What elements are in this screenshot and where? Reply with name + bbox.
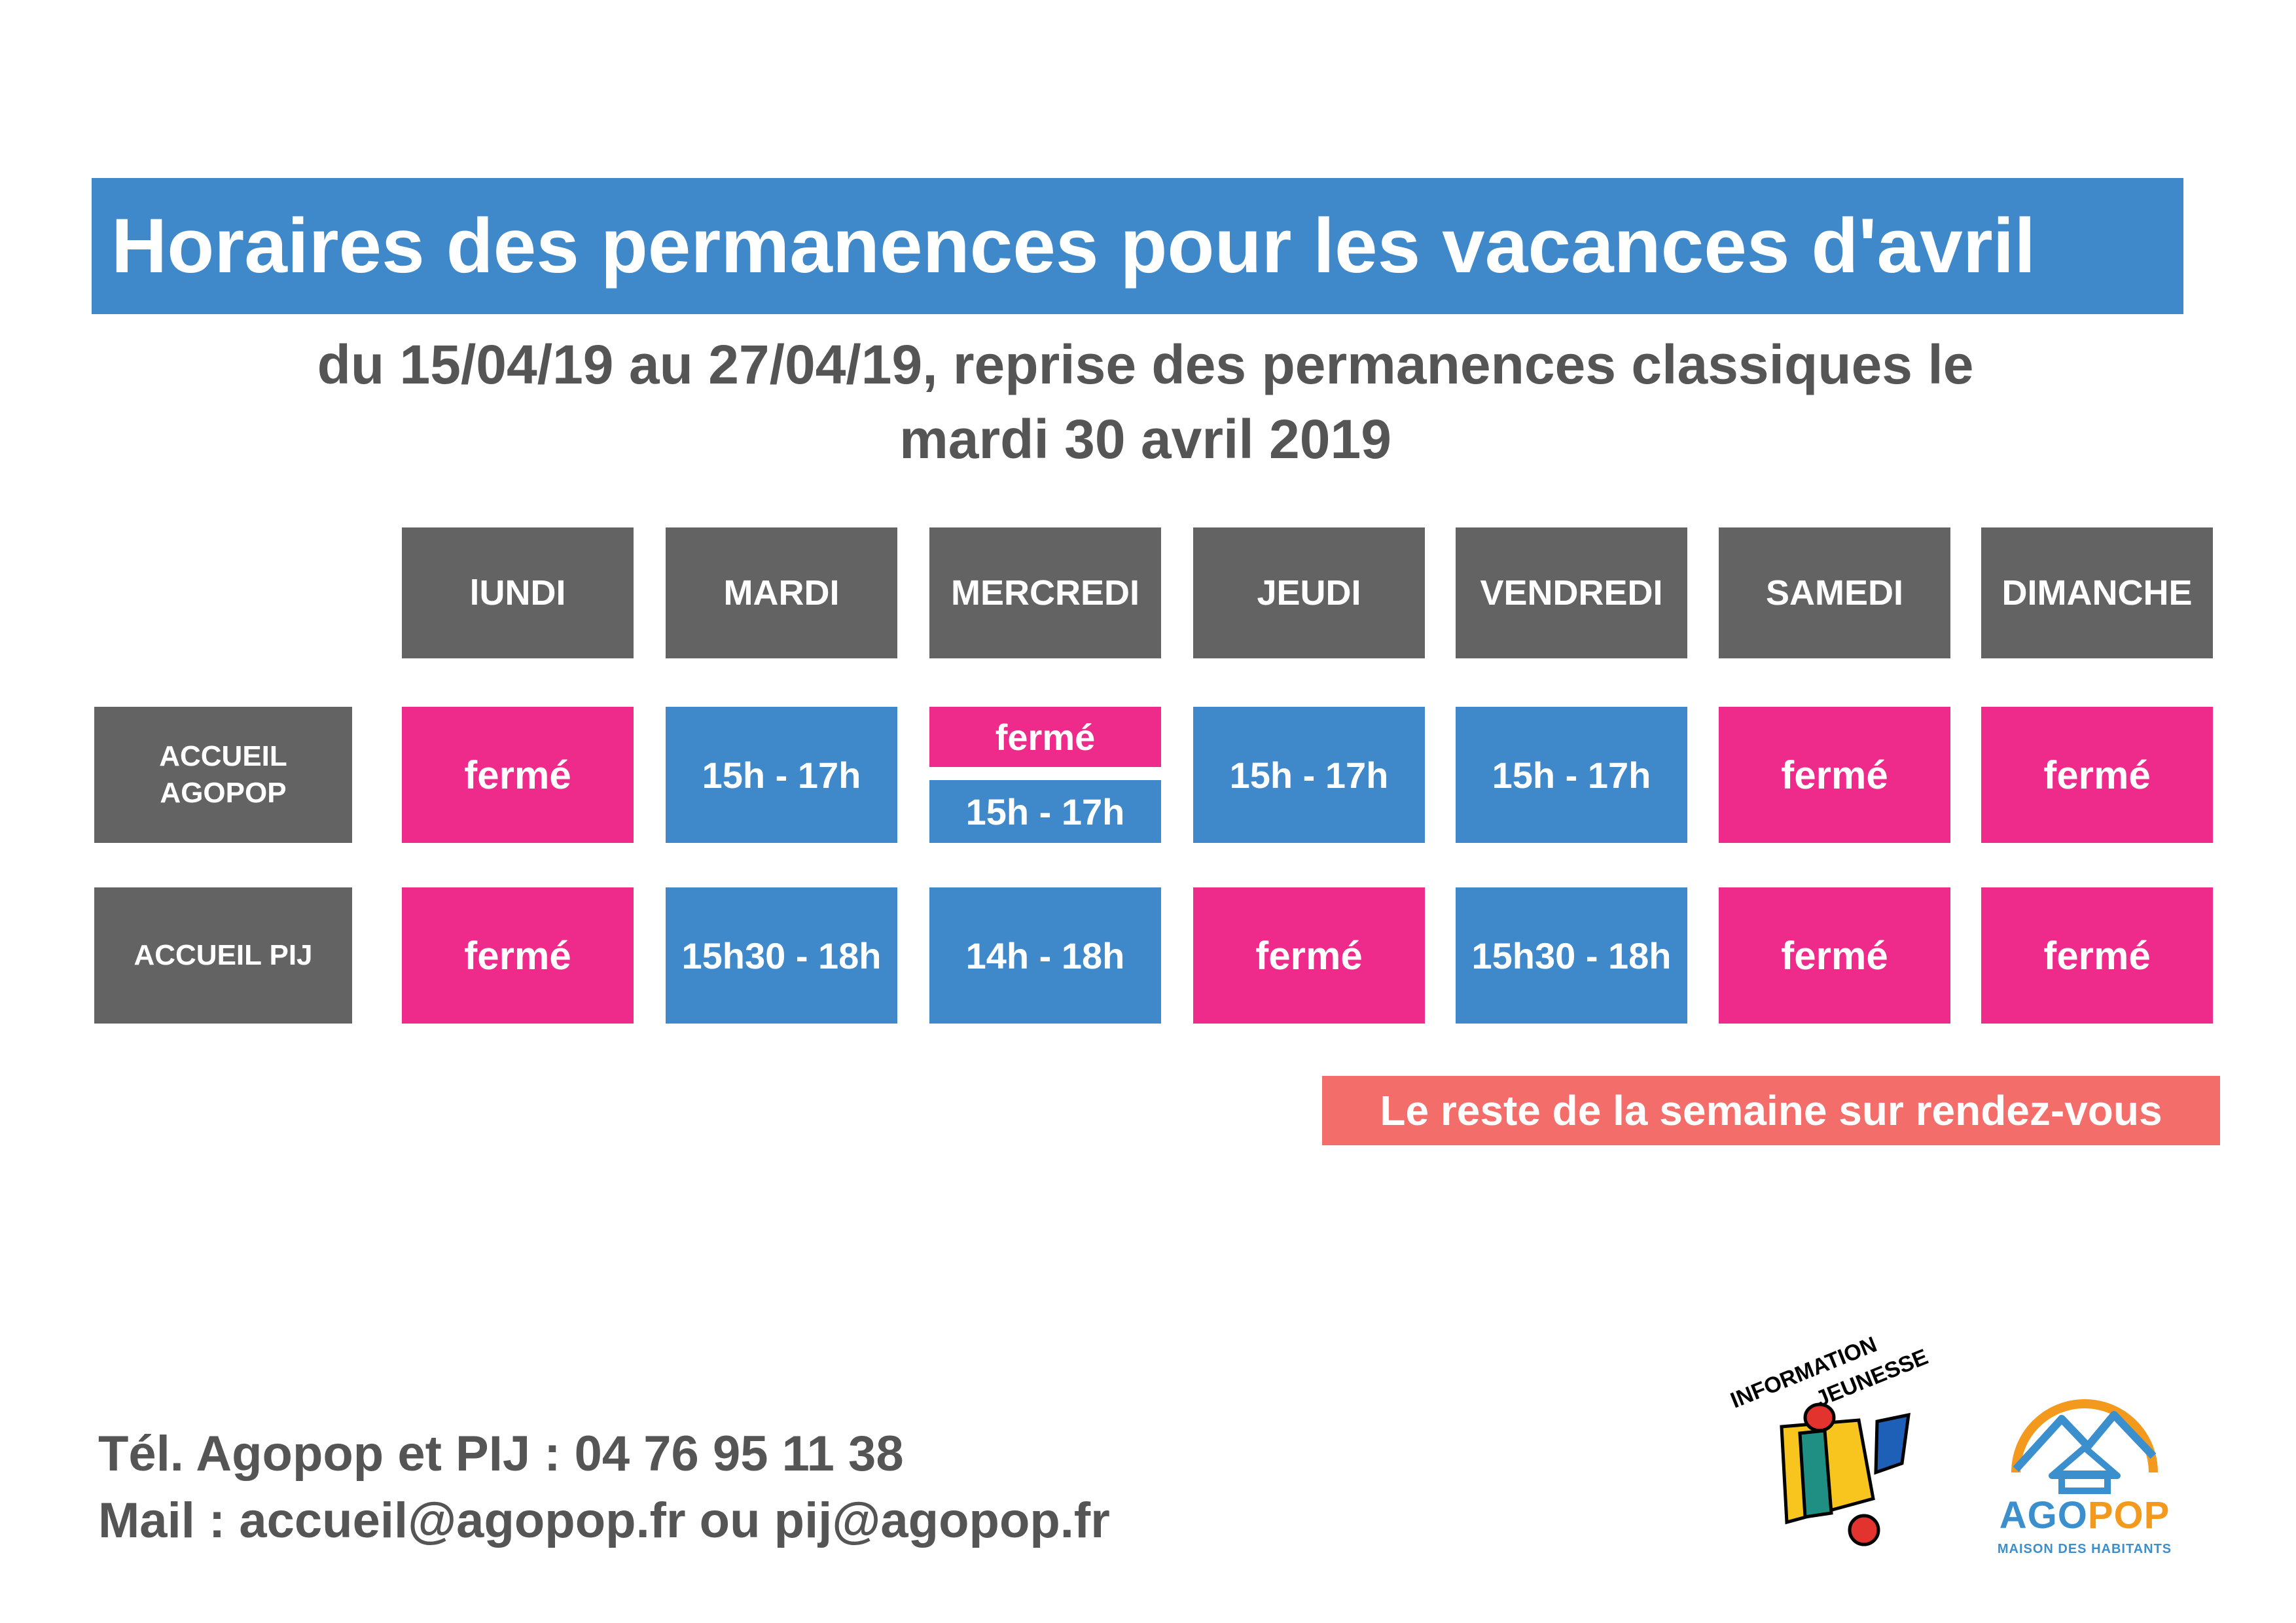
agopop-mardi-cell: 15h - 17h [666,707,897,843]
agopop-tagline: MAISON DES HABITANTS [1997,1542,2172,1556]
agopop-samedi-cell: fermé [1719,707,1950,843]
agopop-logo [2011,1399,2158,1494]
agopop-wordmark: AGOPOP [1996,1493,2173,1537]
pij-vendredi-cell: 15h30 - 18h [1456,887,1687,1024]
row-label-line-1: ACCUEIL [159,740,287,772]
pij-lundi-cell: fermé [402,887,634,1024]
agopop-jeudi-cell: 15h - 17h [1193,707,1425,843]
row-label-accueil-agopop: ACCUEIL AGOPOP [94,707,352,843]
row-label-accueil-pij: ACCUEIL PIJ [94,887,352,1024]
agopop-arc-icon [2011,1399,2158,1473]
contact-mail: Mail : accueil@agopop.fr ou pij@agopop.f… [98,1493,1110,1548]
day-header-samedi: SAMEDI [1719,527,1950,658]
page-title: Horaires des permanences pour les vacanc… [92,178,2183,314]
agopop-mercredi-open-cell: 15h - 17h [929,780,1161,843]
pij-mardi-cell: 15h30 - 18h [666,887,897,1024]
day-header-mercredi: MERCREDI [929,527,1161,658]
pij-samedi-cell: fermé [1719,887,1950,1024]
appointment-note: Le reste de la semaine sur rendez-vous [1322,1076,2220,1145]
subtitle-line-1: du 15/04/19 au 27/04/19, reprise des per… [317,334,1974,395]
pij-mercredi-cell: 14h - 18h [929,887,1161,1024]
pij-dimanche-cell: fermé [1981,887,2213,1024]
day-header-mardi: MARDI [666,527,897,658]
agopop-wordmark-ago: AGO [1999,1494,2088,1537]
agopop-wordmark-pop: POP [2087,1494,2170,1537]
day-header-vendredi: VENDREDI [1456,527,1687,658]
agopop-lundi-cell: fermé [402,707,634,843]
pij-jeudi-cell: fermé [1193,887,1425,1024]
subtitle-line-2: mardi 30 avril 2019 [899,408,1391,470]
row-label-line-2: AGOPOP [160,777,287,809]
day-header-dimanche: DIMANCHE [1981,527,2213,658]
agopop-dimanche-cell: fermé [1981,707,2213,843]
date-range-subtitle: du 15/04/19 au 27/04/19, reprise des per… [105,327,2186,476]
day-header-lundi: lUNDI [402,527,634,658]
information-jeunesse-logo: INFORMATION JEUNESSE [1727,1335,1931,1546]
agopop-mercredi-closed-cell: fermé [929,707,1161,767]
contact-phone: Tél. Agopop et PIJ : 04 76 95 11 38 [98,1426,904,1482]
agopop-vendredi-cell: 15h - 17h [1456,707,1687,843]
day-header-jeudi: JEUDI [1193,527,1425,658]
